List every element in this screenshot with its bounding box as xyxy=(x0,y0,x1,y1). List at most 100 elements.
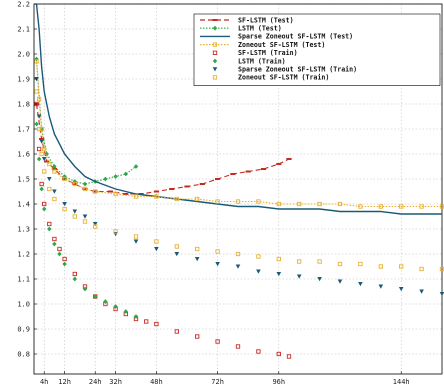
data-point xyxy=(123,309,128,314)
legend-box xyxy=(193,13,441,86)
data-point xyxy=(39,126,44,132)
data-point xyxy=(72,271,77,277)
data-point xyxy=(174,329,179,334)
data-point xyxy=(378,204,383,209)
data-point xyxy=(215,339,220,344)
series-7 xyxy=(34,89,444,272)
y-tick-label: 1.2 xyxy=(17,251,30,259)
data-point xyxy=(39,151,44,157)
data-point xyxy=(276,201,281,207)
data-point xyxy=(62,261,67,267)
data-point xyxy=(215,262,220,267)
data-point xyxy=(44,151,49,157)
data-point xyxy=(174,196,179,202)
data-point xyxy=(36,126,42,132)
axis-ticks: 0.8 0.9 1.0 1.1 1.2 1.3 1.4 1.5 1.6 1.7 1.8 1.9 2.0 2… xyxy=(17,1,409,387)
y-tick-label: 0.9 xyxy=(17,326,30,334)
legend-label: Zoneout SF-LSTM (Train) xyxy=(238,74,329,82)
data-point xyxy=(72,181,77,187)
data-point xyxy=(52,236,57,242)
data-point xyxy=(103,299,108,304)
data-point xyxy=(72,209,78,214)
data-point xyxy=(184,185,190,188)
legend-label: LSTM (Train) xyxy=(238,57,286,65)
data-point xyxy=(123,171,128,177)
data-point xyxy=(133,314,139,319)
legend-swatch-marker xyxy=(212,67,218,72)
data-point xyxy=(169,188,175,190)
data-point xyxy=(195,334,200,339)
data-point xyxy=(256,349,261,354)
data-point xyxy=(235,251,241,257)
data-point xyxy=(113,174,118,179)
data-point xyxy=(195,196,200,202)
data-point xyxy=(276,256,281,262)
y-tick-label: 2.0 xyxy=(17,51,30,59)
data-point xyxy=(42,146,47,152)
legend-swatch-marker xyxy=(212,19,218,21)
data-point xyxy=(34,89,39,94)
data-point xyxy=(276,272,282,277)
data-point xyxy=(82,181,88,187)
data-point xyxy=(286,158,292,160)
data-point xyxy=(39,139,44,144)
data-point xyxy=(72,214,77,219)
legend-label: SF-LSTM (Train) xyxy=(238,49,298,57)
data-point xyxy=(39,126,44,132)
x-tick-label: 4h xyxy=(40,378,48,386)
data-point xyxy=(297,201,302,207)
y-tick-label: 1.3 xyxy=(17,226,30,234)
legend-label: Sparse Zoneout SF-LSTM (Train) xyxy=(238,66,357,74)
legend-label: Zoneout SF-LSTM (Test) xyxy=(238,41,325,49)
data-point xyxy=(82,219,88,224)
data-point xyxy=(276,351,281,357)
data-point xyxy=(42,169,47,174)
y-tick-label: 2.2 xyxy=(17,1,30,9)
data-point xyxy=(52,189,57,194)
data-point xyxy=(92,190,98,193)
data-point xyxy=(296,274,302,279)
data-point xyxy=(47,186,52,192)
data-point xyxy=(47,226,52,232)
data-point xyxy=(34,121,39,127)
data-point xyxy=(39,138,45,140)
data-point xyxy=(358,282,363,287)
data-point xyxy=(256,254,261,259)
data-point xyxy=(144,319,149,324)
data-point xyxy=(195,246,200,252)
data-point xyxy=(107,190,114,193)
legend-swatch-marker xyxy=(212,58,218,64)
y-tick-label: 1.5 xyxy=(17,176,30,184)
data-point xyxy=(419,204,424,209)
legend-swatch-marker xyxy=(212,25,218,31)
data-point xyxy=(92,222,98,227)
y-tick-label: 1.8 xyxy=(17,101,30,109)
data-point xyxy=(44,160,50,163)
data-point xyxy=(358,261,363,267)
data-point xyxy=(103,176,108,182)
data-point xyxy=(62,176,67,182)
data-point xyxy=(133,234,139,239)
data-point xyxy=(62,178,68,180)
data-point xyxy=(52,196,57,202)
legend-label: LSTM (Test) xyxy=(238,25,282,33)
data-point xyxy=(378,264,383,269)
data-point xyxy=(419,289,424,294)
data-point xyxy=(93,294,98,299)
data-point xyxy=(399,264,404,269)
x-tick-label: 32h xyxy=(109,378,122,386)
legend-swatch-marker xyxy=(212,42,218,47)
data-point xyxy=(317,277,322,282)
data-point xyxy=(337,261,343,267)
y-tick-label: 1.1 xyxy=(17,276,30,284)
data-point xyxy=(276,163,282,165)
data-point xyxy=(154,239,159,244)
data-point xyxy=(41,157,47,162)
data-point xyxy=(337,279,343,284)
y-tick-label: 1.6 xyxy=(17,151,30,159)
data-point xyxy=(235,264,241,269)
series-4 xyxy=(34,101,292,359)
data-point xyxy=(47,221,52,227)
data-point xyxy=(39,186,44,192)
